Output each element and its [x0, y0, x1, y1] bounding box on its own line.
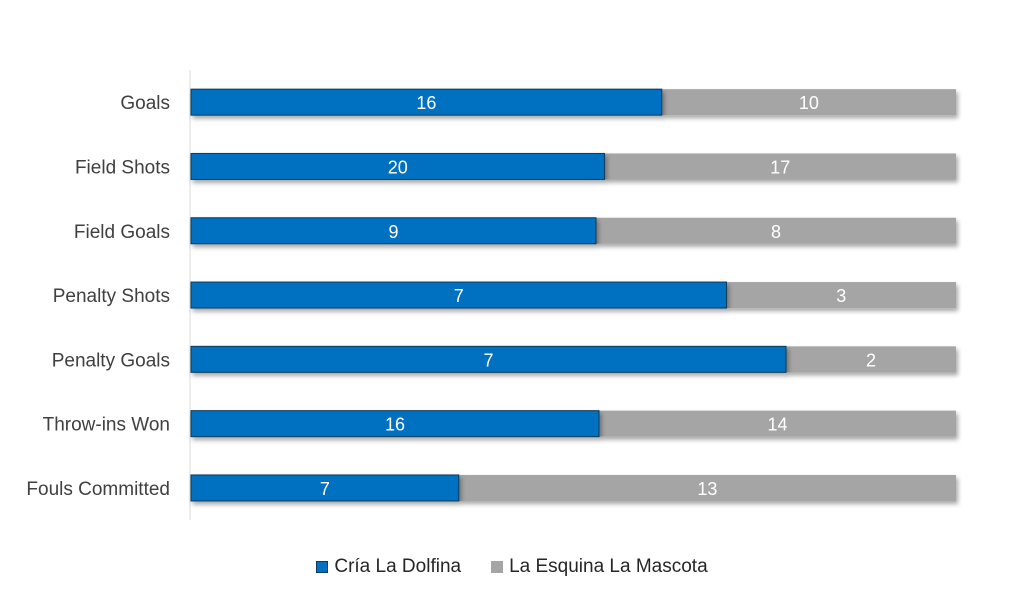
bar-series-2	[604, 153, 956, 180]
legend-item-series-1: Cría La Dolfina	[316, 556, 461, 578]
category-label: Field Goals	[74, 222, 170, 243]
bar-series-2	[726, 282, 956, 309]
data-label-series-1: 7	[454, 286, 464, 306]
bar-series-2	[596, 217, 956, 244]
bar-series-1	[190, 217, 597, 245]
category-label: Penalty Shots	[53, 286, 170, 307]
category-label: Penalty Goals	[52, 350, 170, 371]
legend-label-series-2: La Esquina La Mascota	[509, 556, 708, 577]
data-label-series-1: 7	[320, 479, 330, 499]
data-label-series-2: 8	[771, 222, 781, 242]
bar-series-1	[190, 474, 460, 502]
data-label-series-2: 13	[697, 479, 717, 499]
legend: Cría La Dolfina La Esquina La Mascota	[0, 556, 1024, 578]
bar-series-1	[190, 88, 663, 116]
data-label-series-2: 14	[767, 415, 787, 435]
category-label: Fouls Committed	[26, 479, 170, 500]
data-label-series-2: 10	[799, 93, 819, 113]
category-label: Goals	[120, 93, 170, 114]
data-label-series-1: 20	[388, 157, 408, 177]
bar-series-1	[190, 410, 600, 438]
bar-series-2	[661, 89, 956, 116]
bar-series-1	[190, 345, 787, 373]
data-label-series-1: 16	[385, 415, 405, 435]
data-label-series-2: 17	[770, 157, 790, 177]
data-label-series-2: 2	[866, 350, 876, 370]
legend-label-series-1: Cría La Dolfina	[334, 556, 462, 577]
data-label-series-1: 9	[388, 222, 398, 242]
legend-item-series-2: La Esquina La Mascota	[491, 556, 708, 578]
data-label-series-2: 3	[836, 286, 846, 306]
data-label-series-1: 7	[483, 350, 493, 370]
category-label: Throw-ins Won	[43, 415, 170, 436]
data-label-series-1: 16	[416, 93, 436, 113]
legend-swatch-series-2	[491, 561, 504, 573]
category-label: Field Shots	[75, 157, 170, 178]
bar-series-2	[786, 346, 956, 373]
bar-series-2	[458, 474, 956, 501]
legend-swatch-series-1	[316, 561, 329, 573]
bar-series-2	[599, 410, 956, 437]
bar-series-1	[190, 281, 727, 309]
bar-series-1	[190, 152, 606, 180]
